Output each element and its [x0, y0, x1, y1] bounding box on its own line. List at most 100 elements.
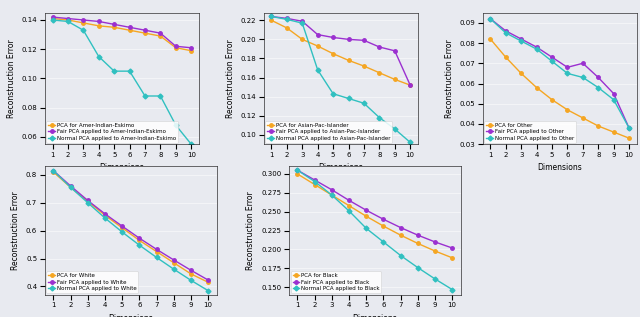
PCA for Other — [595, 124, 602, 128]
Fair PCA applied to Asian-Pac-Islander — [345, 37, 353, 41]
Legend: PCA for White, Fair PCA applied to White, Normal PCA applied to White: PCA for White, Fair PCA applied to White… — [47, 271, 138, 293]
Normal PCA applied to White — [187, 278, 195, 282]
Fair PCA applied to Black — [311, 178, 319, 182]
Normal PCA applied to Asian-Pac-Islander — [391, 127, 399, 131]
Normal PCA applied to Black — [380, 240, 387, 244]
Normal PCA applied to Black — [449, 288, 456, 291]
PCA for White — [204, 280, 212, 284]
Line: PCA for Asian-Pac-Islander: PCA for Asian-Pac-Islander — [269, 19, 412, 87]
PCA for Black — [362, 214, 370, 218]
Fair PCA applied to Asian-Pac-Islander — [360, 38, 368, 42]
PCA for Other — [579, 116, 587, 120]
Fair PCA applied to White — [67, 184, 74, 188]
Normal PCA applied to White — [67, 185, 74, 189]
Fair PCA applied to Other — [564, 65, 572, 69]
Fair PCA applied to Asian-Pac-Islander — [391, 49, 399, 53]
PCA for Black — [345, 204, 353, 208]
Normal PCA applied to Amer-Indian-Eskimo — [125, 69, 133, 73]
PCA for Other — [502, 55, 509, 59]
PCA for White — [118, 226, 126, 230]
Fair PCA applied to White — [84, 198, 92, 202]
Fair PCA applied to Other — [579, 61, 587, 65]
Fair PCA applied to Other — [610, 92, 618, 95]
Normal PCA applied to Other — [625, 126, 633, 130]
Fair PCA applied to Black — [449, 246, 456, 250]
Legend: PCA for Asian-Pac-Islander, Fair PCA applied to Asian-Pac-Islander, Normal PCA a: PCA for Asian-Pac-Islander, Fair PCA app… — [266, 121, 392, 143]
Fair PCA applied to Amer-Indian-Eskimo — [95, 20, 102, 23]
Normal PCA applied to Other — [579, 75, 587, 79]
PCA for White — [153, 250, 161, 254]
PCA for White — [170, 261, 177, 265]
Y-axis label: Reconstruction Error: Reconstruction Error — [246, 191, 255, 270]
Normal PCA applied to Amer-Indian-Eskimo — [157, 94, 164, 98]
Normal PCA applied to Amer-Indian-Eskimo — [110, 69, 118, 73]
Fair PCA applied to White — [101, 212, 109, 216]
Fair PCA applied to Amer-Indian-Eskimo — [64, 16, 72, 20]
Normal PCA applied to Black — [431, 277, 439, 281]
PCA for Black — [414, 242, 422, 245]
Fair PCA applied to Black — [431, 240, 439, 244]
Fair PCA applied to Amer-Indian-Eskimo — [125, 25, 133, 29]
PCA for Asian-Pac-Islander — [406, 83, 414, 87]
Normal PCA applied to Other — [610, 98, 618, 102]
Normal PCA applied to White — [136, 243, 143, 247]
X-axis label: Dimensions: Dimensions — [538, 164, 582, 172]
PCA for Amer-Indian-Eskimo — [95, 24, 102, 28]
Line: Fair PCA applied to Asian-Pac-Islander: Fair PCA applied to Asian-Pac-Islander — [269, 15, 412, 87]
Fair PCA applied to Other — [532, 45, 540, 49]
Fair PCA applied to White — [170, 258, 177, 262]
Normal PCA applied to Asian-Pac-Islander — [268, 15, 275, 18]
Line: PCA for Black: PCA for Black — [296, 172, 454, 260]
Normal PCA applied to White — [153, 256, 161, 259]
Fair PCA applied to Asian-Pac-Islander — [298, 19, 306, 23]
PCA for Asian-Pac-Islander — [345, 58, 353, 62]
Fair PCA applied to White — [136, 236, 143, 240]
Normal PCA applied to Other — [517, 39, 525, 43]
Normal PCA applied to Asian-Pac-Islander — [345, 97, 353, 100]
PCA for Amer-Indian-Eskimo — [157, 34, 164, 38]
PCA for White — [49, 170, 57, 174]
Normal PCA applied to Asian-Pac-Islander — [298, 21, 306, 25]
Fair PCA applied to Black — [294, 168, 301, 172]
PCA for Other — [548, 98, 556, 102]
PCA for White — [187, 272, 195, 276]
PCA for Other — [625, 136, 633, 140]
PCA for Black — [294, 172, 301, 176]
Fair PCA applied to Black — [362, 208, 370, 212]
Normal PCA applied to Asian-Pac-Islander — [360, 101, 368, 105]
Normal PCA applied to Amer-Indian-Eskimo — [172, 123, 180, 127]
Fair PCA applied to White — [187, 268, 195, 272]
PCA for Asian-Pac-Islander — [329, 52, 337, 55]
Fair PCA applied to Black — [380, 217, 387, 221]
Fair PCA applied to Black — [397, 226, 404, 230]
PCA for Black — [431, 249, 439, 253]
Normal PCA applied to Amer-Indian-Eskimo — [95, 55, 102, 58]
Y-axis label: Reconstruction Error: Reconstruction Error — [226, 39, 235, 118]
Fair PCA applied to Black — [345, 198, 353, 202]
Fair PCA applied to Asian-Pac-Islander — [329, 36, 337, 39]
Normal PCA applied to Asian-Pac-Islander — [314, 68, 321, 72]
PCA for Asian-Pac-Islander — [283, 26, 291, 30]
PCA for Other — [532, 86, 540, 89]
Fair PCA applied to Amer-Indian-Eskimo — [49, 15, 56, 19]
PCA for Black — [380, 224, 387, 228]
PCA for Amer-Indian-Eskimo — [49, 16, 56, 20]
PCA for Asian-Pac-Islander — [298, 37, 306, 41]
Fair PCA applied to Black — [328, 188, 336, 192]
Normal PCA applied to Other — [502, 31, 509, 35]
Fair PCA applied to Asian-Pac-Islander — [314, 33, 321, 36]
PCA for Black — [449, 256, 456, 260]
Fair PCA applied to Other — [486, 17, 494, 21]
Normal PCA applied to White — [101, 216, 109, 220]
Normal PCA applied to Amer-Indian-Eskimo — [141, 94, 149, 98]
Fair PCA applied to Asian-Pac-Islander — [406, 83, 414, 87]
Legend: PCA for Black, Fair PCA applied to Black, Normal PCA applied to Black: PCA for Black, Fair PCA applied to Black… — [291, 271, 381, 293]
PCA for White — [67, 185, 74, 189]
Y-axis label: Reconstruction Error: Reconstruction Error — [445, 39, 454, 118]
X-axis label: Dimensions: Dimensions — [108, 314, 153, 317]
Fair PCA applied to Other — [548, 55, 556, 59]
Normal PCA applied to Black — [345, 209, 353, 213]
Fair PCA applied to Other — [502, 29, 509, 33]
Line: Normal PCA applied to Amer-Indian-Eskimo: Normal PCA applied to Amer-Indian-Eskimo — [51, 18, 193, 146]
Line: Normal PCA applied to Asian-Pac-Islander: Normal PCA applied to Asian-Pac-Islander — [269, 15, 412, 144]
